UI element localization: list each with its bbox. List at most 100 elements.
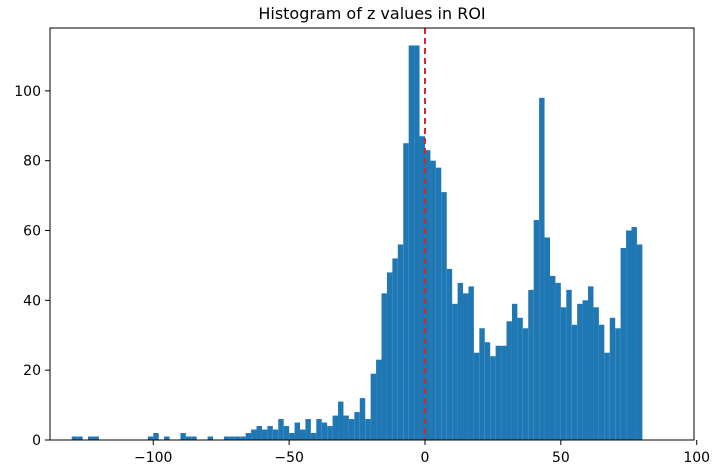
histogram-bar — [77, 436, 83, 440]
y-tick-label: 20 — [23, 363, 41, 379]
histogram-bar — [251, 429, 257, 440]
histogram-bar — [484, 342, 491, 440]
histogram-bar — [414, 45, 420, 440]
histogram-bar — [88, 436, 94, 440]
axes-frame — [49, 27, 695, 441]
histogram-bar — [430, 160, 436, 440]
histogram-bar — [555, 282, 561, 440]
x-tick-label: −50 — [274, 450, 304, 466]
histogram-bar — [305, 419, 311, 440]
histogram-bar — [332, 415, 339, 440]
histogram-bar — [511, 303, 518, 440]
histogram-bar — [631, 227, 637, 440]
histogram-bar — [566, 289, 572, 440]
histogram-bar — [359, 398, 366, 440]
histogram-bar — [207, 436, 214, 440]
histogram-bar — [620, 247, 627, 440]
histogram-bar — [354, 412, 360, 440]
y-tick-label: 40 — [23, 293, 41, 309]
chart-title: Histogram of z values in ROI — [258, 4, 485, 23]
histogram-bar — [229, 436, 235, 440]
histogram-bar — [582, 300, 589, 440]
histogram-bar — [272, 429, 279, 440]
histogram-bar — [234, 436, 241, 440]
histogram-bar — [348, 419, 355, 440]
x-tick-label: −100 — [134, 450, 172, 466]
histogram-bar — [463, 293, 469, 440]
histogram-bar — [310, 433, 317, 440]
x-tick-label: 0 — [421, 450, 430, 466]
histogram-bar — [549, 275, 556, 440]
y-tick-label: 0 — [32, 433, 41, 449]
histogram-bar — [392, 258, 398, 440]
histogram-bar — [338, 401, 344, 440]
histogram-bar — [267, 426, 273, 440]
histogram-bar — [424, 150, 431, 441]
histogram-bar — [408, 45, 415, 440]
histogram-bar — [604, 352, 610, 440]
histogram-bar — [435, 167, 442, 440]
histogram-bar — [598, 324, 605, 440]
histogram-bar — [588, 286, 594, 440]
histogram-bar — [289, 433, 295, 440]
histogram-bar — [490, 356, 496, 440]
histogram-bar — [544, 237, 550, 440]
histogram-bar — [376, 359, 382, 440]
histogram-bar — [473, 352, 480, 440]
histogram-bar — [522, 328, 529, 440]
histogram-bar — [506, 321, 512, 440]
y-tick-label: 100 — [14, 84, 41, 100]
histogram-bar — [283, 426, 290, 440]
histogram-bar — [577, 303, 583, 440]
histogram-bar — [626, 230, 632, 440]
histogram-bar — [93, 436, 99, 440]
histogram-bar — [185, 436, 192, 440]
x-tick-label: 50 — [552, 450, 570, 466]
histogram-bar — [343, 415, 349, 440]
histogram-bar — [560, 307, 567, 440]
histogram-bar — [261, 429, 268, 440]
histogram-bar — [147, 436, 154, 440]
histogram-bar — [533, 220, 540, 440]
y-tick-label: 60 — [23, 224, 41, 240]
histogram-bar — [370, 373, 377, 440]
axes-layer: −100 −50 0 50 100 0 20 40 60 80 100 — [14, 27, 710, 466]
histogram-bar — [327, 426, 333, 440]
histogram-bar — [321, 422, 328, 440]
histogram-bar — [316, 419, 322, 440]
histogram-bar — [299, 429, 306, 440]
histogram-bar — [419, 136, 425, 440]
histogram-bar — [517, 317, 523, 440]
histogram-bar — [153, 433, 159, 440]
histogram-bar — [256, 426, 262, 440]
histogram-bar — [593, 307, 599, 440]
histogram-bar — [452, 303, 458, 440]
histogram-bar — [365, 419, 371, 440]
histogram-bar — [403, 143, 409, 440]
histogram-bar — [636, 244, 643, 440]
histogram-bar — [571, 324, 578, 440]
histogram-bar — [615, 328, 621, 440]
histogram-bar — [501, 345, 507, 440]
histogram-bar — [240, 436, 246, 440]
histogram-bar — [164, 436, 170, 440]
histogram-bar — [191, 436, 197, 440]
histogram-bar — [381, 293, 387, 440]
histogram-bar — [609, 317, 616, 440]
histogram-bar — [468, 286, 474, 440]
x-tick-label: 100 — [683, 450, 710, 466]
histogram-bar — [278, 419, 284, 440]
histogram-bar — [528, 289, 534, 440]
histogram-bar — [539, 97, 545, 440]
histogram-bar — [223, 436, 230, 440]
histogram-bar — [397, 244, 404, 440]
bars-layer — [71, 45, 643, 441]
histogram-bar — [495, 345, 502, 440]
histogram-bar — [180, 433, 186, 440]
histogram-bar — [386, 272, 393, 440]
y-tick-label: 80 — [23, 154, 41, 170]
histogram-bar — [294, 422, 300, 440]
histogram-bar — [457, 282, 464, 440]
